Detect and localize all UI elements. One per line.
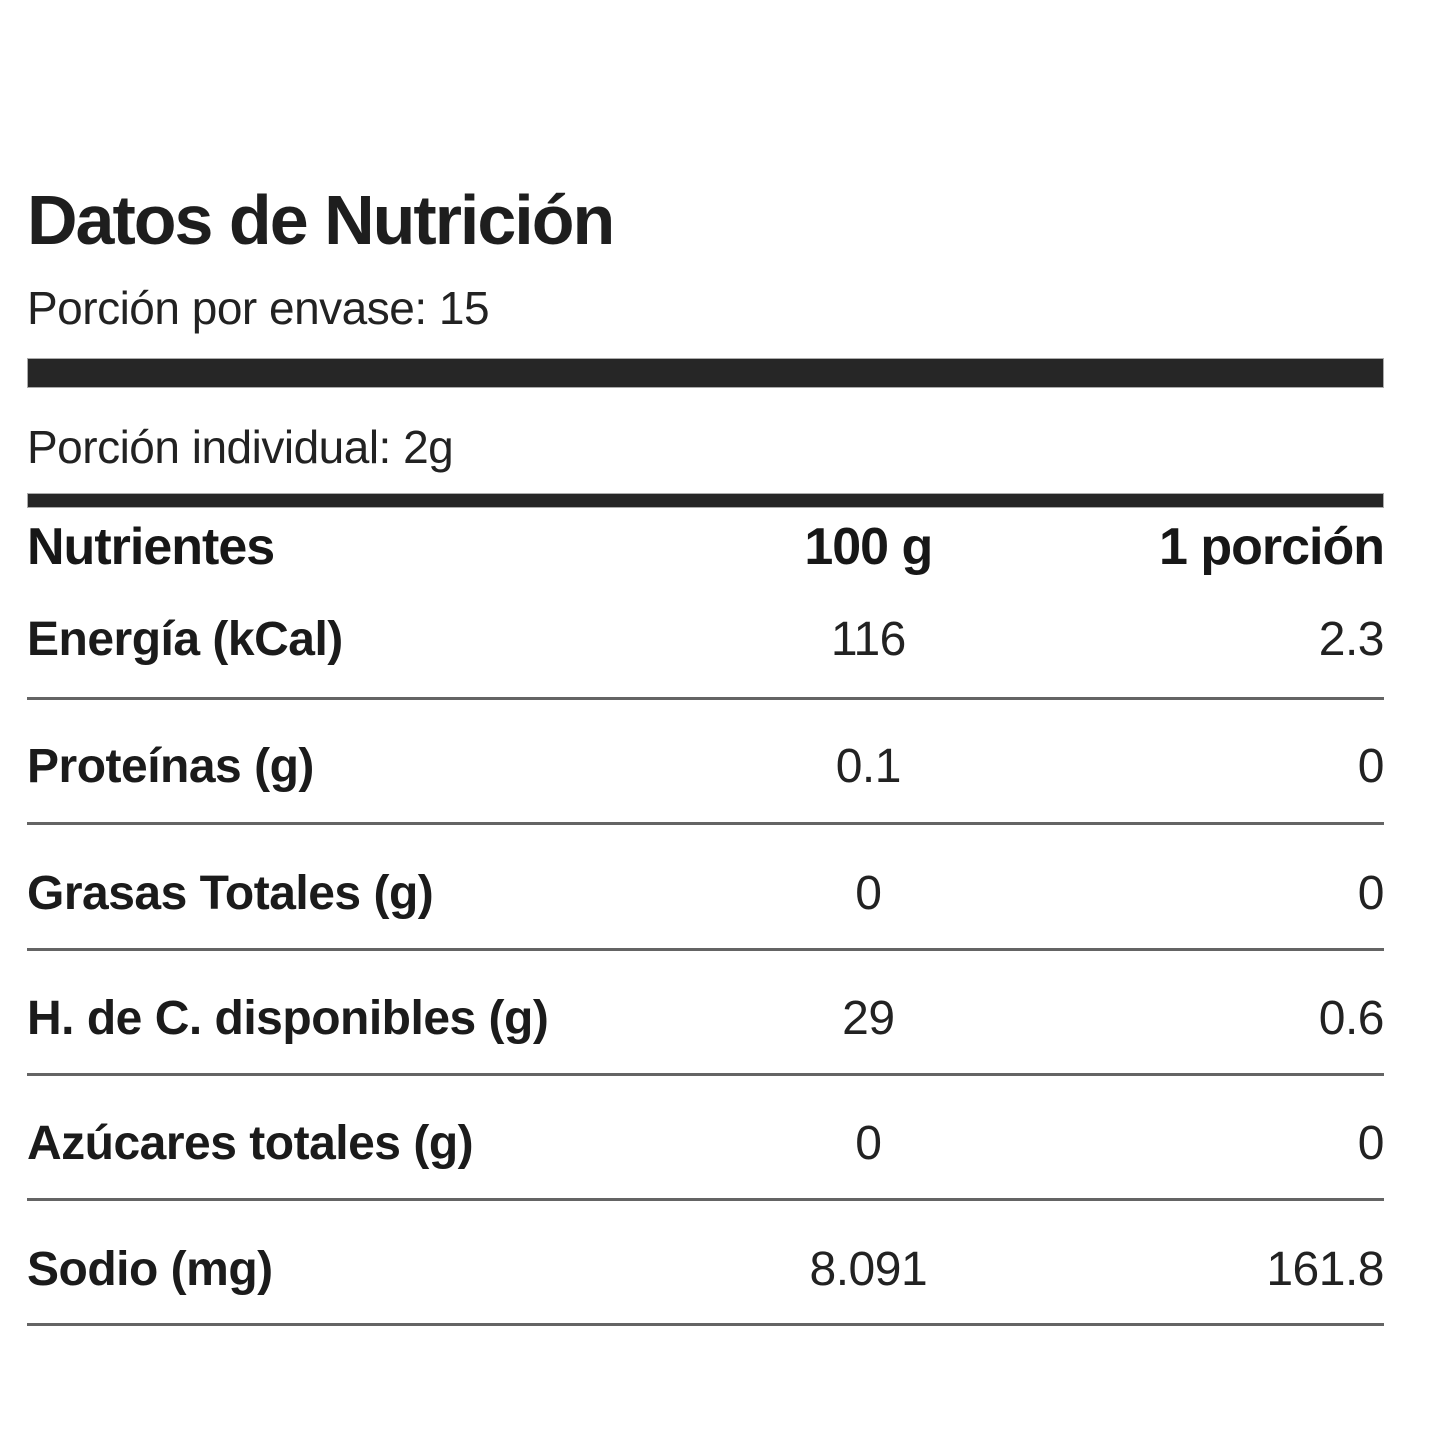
per-serving-value: 0.6 <box>1318 992 1385 1045</box>
nutrition-label: Datos de Nutrición Porción por envase: 1… <box>27 0 1385 1440</box>
per-serving-value: 2.3 <box>1318 613 1385 666</box>
table-row: Energía (kCal) 116 2.3 <box>27 616 1384 664</box>
row-divider <box>27 822 1384 825</box>
table-row: H. de C. disponibles (g) 29 0.6 <box>27 995 1384 1043</box>
nutrient-label: Proteínas (g) <box>27 740 314 793</box>
servings-per-container-line: Porción por envase: 15 <box>27 282 490 334</box>
table-row: Proteínas (g) 0.1 0 <box>27 743 1384 791</box>
per-100g-value: 116 <box>830 613 907 666</box>
nutrient-label: Sodio (mg) <box>27 1243 273 1296</box>
table-row: Grasas Totales (g) 0 0 <box>27 870 1384 918</box>
row-divider <box>27 1073 1384 1076</box>
divider-bar-thin <box>27 493 1384 508</box>
nutrient-label: Energía (kCal) <box>27 613 343 666</box>
nutrient-label: Azúcares totales (g) <box>27 1117 474 1170</box>
serving-size-line: Porción individual: 2g <box>27 421 454 473</box>
table-row: Azúcares totales (g) 0 0 <box>27 1120 1384 1168</box>
row-divider <box>27 697 1384 700</box>
row-divider <box>27 948 1384 951</box>
table-header-row: Nutrientes 100 g 1 porción <box>27 518 1385 576</box>
row-divider <box>27 1323 1384 1326</box>
per-100g-value: 0 <box>855 867 882 920</box>
header-nutrients: Nutrientes <box>27 518 275 576</box>
nutrient-label: H. de C. disponibles (g) <box>27 992 549 1045</box>
row-divider <box>27 1198 1384 1201</box>
per-serving-value: 161.8 <box>1266 1243 1384 1296</box>
header-per-serving: 1 porción <box>1158 518 1385 576</box>
per-100g-value: 8.091 <box>809 1243 928 1296</box>
per-serving-value: 0 <box>1357 740 1385 793</box>
table-row: Sodio (mg) 8.091 161.8 <box>27 1246 1384 1294</box>
per-100g-value: 29 <box>842 992 895 1045</box>
nutrient-label: Grasas Totales (g) <box>27 867 434 920</box>
header-per-100g: 100 g <box>804 518 933 576</box>
per-100g-value: 0 <box>855 1117 882 1170</box>
per-100g-value: 0.1 <box>835 740 902 793</box>
page-title: Datos de Nutrición <box>27 181 615 259</box>
per-serving-value: 0 <box>1357 1117 1385 1170</box>
per-serving-value: 0 <box>1357 867 1385 920</box>
divider-bar-thick <box>27 358 1384 388</box>
